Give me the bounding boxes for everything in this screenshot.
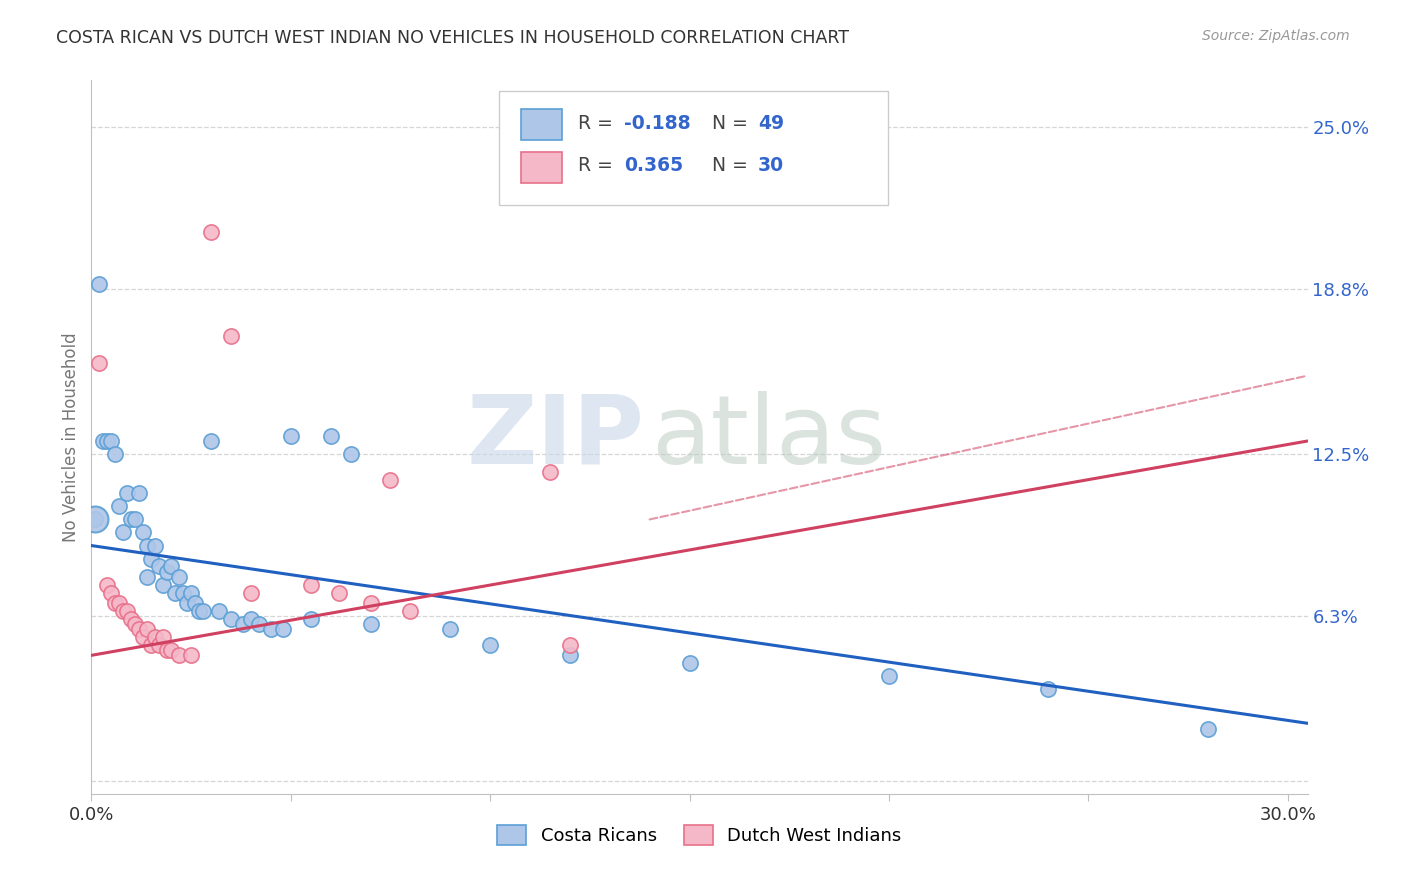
Point: [128, 486, 150, 500]
FancyBboxPatch shape: [520, 152, 562, 183]
Point: [160, 643, 183, 657]
Point: [136, 622, 159, 636]
Point: [120, 612, 142, 626]
Text: N =: N =: [711, 113, 754, 133]
Point: [239, 612, 262, 626]
Point: [247, 617, 270, 632]
Point: [143, 539, 166, 553]
Point: [1038, 682, 1060, 697]
Point: [136, 570, 159, 584]
Point: [100, 585, 122, 599]
Point: [479, 638, 502, 652]
Point: [219, 612, 242, 626]
Point: [167, 570, 190, 584]
Point: [188, 604, 211, 618]
Y-axis label: No Vehicles in Household: No Vehicles in Household: [62, 332, 80, 542]
Point: [877, 669, 900, 683]
Point: [232, 617, 254, 632]
Point: [108, 500, 131, 514]
Point: [558, 638, 581, 652]
Point: [180, 648, 202, 663]
Point: [141, 551, 163, 566]
Text: N =: N =: [711, 156, 754, 176]
Point: [678, 656, 700, 670]
Point: [184, 596, 207, 610]
Point: [89, 355, 111, 369]
Point: [93, 434, 115, 448]
Point: [112, 525, 135, 540]
Point: [84, 512, 107, 526]
Point: [167, 648, 190, 663]
Point: [128, 622, 150, 636]
Point: [143, 630, 166, 644]
FancyBboxPatch shape: [499, 91, 889, 205]
Point: [180, 585, 202, 599]
Point: [89, 277, 111, 292]
Point: [108, 596, 131, 610]
Point: [380, 473, 402, 487]
Point: [124, 512, 146, 526]
Point: [360, 596, 382, 610]
Text: 49: 49: [758, 113, 785, 133]
Point: [132, 525, 155, 540]
Point: [299, 578, 322, 592]
Point: [84, 512, 107, 526]
Point: [96, 578, 118, 592]
Point: [160, 559, 183, 574]
Text: atlas: atlas: [651, 391, 886, 483]
Point: [136, 539, 159, 553]
Point: [219, 329, 242, 343]
Text: ZIP: ZIP: [467, 391, 645, 483]
FancyBboxPatch shape: [520, 109, 562, 140]
Point: [172, 585, 194, 599]
Point: [439, 622, 461, 636]
Point: [156, 643, 179, 657]
Point: [1197, 722, 1219, 736]
Point: [165, 585, 187, 599]
Point: [200, 434, 222, 448]
Point: [120, 512, 142, 526]
Point: [148, 638, 170, 652]
Point: [104, 596, 127, 610]
Point: [200, 225, 222, 239]
Point: [260, 622, 283, 636]
Legend: Costa Ricans, Dutch West Indians: Costa Ricans, Dutch West Indians: [491, 817, 908, 853]
Text: Source: ZipAtlas.com: Source: ZipAtlas.com: [1202, 29, 1350, 43]
Text: 0.365: 0.365: [624, 156, 683, 176]
Point: [152, 630, 174, 644]
Point: [96, 434, 118, 448]
Point: [299, 612, 322, 626]
Point: [117, 604, 139, 618]
Point: [112, 604, 135, 618]
Point: [152, 578, 174, 592]
Point: [239, 585, 262, 599]
Point: [208, 604, 231, 618]
Text: 30: 30: [758, 156, 785, 176]
Point: [280, 429, 302, 443]
Point: [360, 617, 382, 632]
Text: -0.188: -0.188: [624, 113, 690, 133]
Point: [141, 638, 163, 652]
Point: [558, 648, 581, 663]
Point: [124, 617, 146, 632]
Point: [271, 622, 294, 636]
Point: [339, 447, 361, 461]
Point: [399, 604, 422, 618]
Text: R =: R =: [578, 113, 619, 133]
Point: [328, 585, 350, 599]
Text: COSTA RICAN VS DUTCH WEST INDIAN NO VEHICLES IN HOUSEHOLD CORRELATION CHART: COSTA RICAN VS DUTCH WEST INDIAN NO VEHI…: [56, 29, 849, 46]
Point: [132, 630, 155, 644]
Point: [176, 596, 198, 610]
Point: [156, 565, 179, 579]
Text: R =: R =: [578, 156, 619, 176]
Point: [117, 486, 139, 500]
Point: [148, 559, 170, 574]
Point: [100, 434, 122, 448]
Point: [104, 447, 127, 461]
Point: [538, 466, 561, 480]
Point: [191, 604, 214, 618]
Point: [319, 429, 342, 443]
